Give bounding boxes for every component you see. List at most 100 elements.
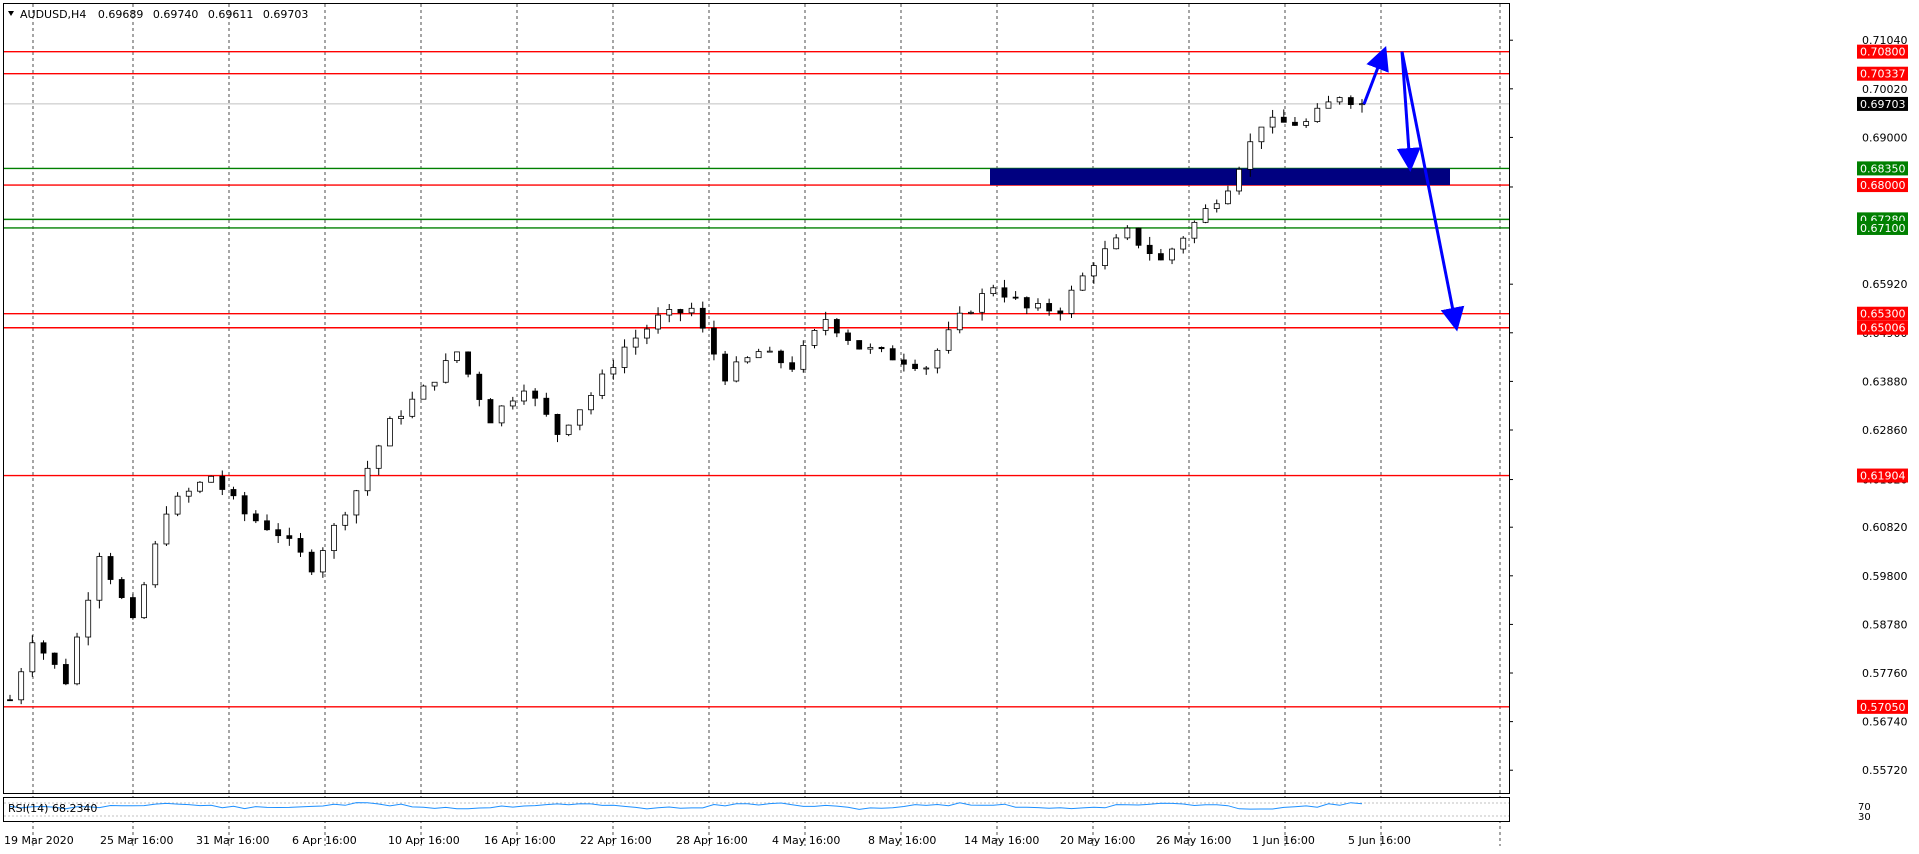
candle-body: [945, 329, 952, 351]
candle-body: [688, 307, 695, 314]
candle-body: [878, 346, 885, 350]
x-tick-label: 26 May 16:00: [1156, 834, 1231, 847]
x-tick-label: 19 Mar 2020: [4, 834, 74, 847]
high-value: 0.69740: [153, 8, 199, 21]
candle-body: [442, 360, 449, 383]
candle-body: [1280, 116, 1287, 123]
candle-body: [1292, 121, 1298, 126]
candle-body: [722, 353, 729, 382]
candle-body: [934, 349, 941, 369]
rsi-label: RSI(14) 68.2340: [8, 802, 97, 815]
rsi-frame: [3, 797, 1510, 822]
candle-body: [1258, 126, 1265, 143]
candle-body: [275, 529, 282, 537]
candle-body: [1113, 237, 1120, 250]
candle-body: [543, 397, 550, 415]
candle-body: [1236, 168, 1242, 192]
candle-body: [409, 398, 416, 417]
open-value: 0.69689: [98, 8, 144, 21]
chart-frame: [3, 3, 1510, 794]
y-tick-label: 0.63880: [1862, 375, 1908, 388]
x-tick-label: 28 Apr 16:00: [676, 834, 748, 847]
price-axis: 0.710400.700200.690000.679600.659200.649…: [1509, 34, 1908, 777]
candle-body: [554, 413, 561, 435]
candle-body: [1191, 221, 1198, 239]
y-tick-label: 0.55720: [1862, 764, 1908, 777]
candle-body: [230, 489, 237, 497]
candle-body: [1303, 121, 1310, 126]
candle-body: [219, 475, 226, 490]
candle-body: [1102, 248, 1108, 266]
candle-body: [1079, 275, 1086, 291]
time-axis: 19 Mar 2020 25 Mar 16:00 31 Mar 16:00 6 Apr…: [4, 834, 1411, 847]
candle-body: [107, 556, 114, 580]
candle-body: [1068, 289, 1075, 314]
candle-body: [979, 293, 985, 313]
candle-body: [1314, 107, 1321, 122]
candle-body: [789, 362, 796, 370]
x-tick-label: 5 Jun 16:00: [1348, 834, 1411, 847]
candle-body: [576, 409, 583, 426]
candle-body: [643, 328, 650, 339]
candle-body: [141, 584, 147, 619]
level-price-tags: 0.708000.703370.683500.680000.672800.671…: [1857, 44, 1908, 714]
rsi-line: [9, 802, 1363, 810]
level-tag-label: 0.68350: [1860, 162, 1906, 175]
candle-body: [197, 481, 203, 492]
candle-body: [1180, 237, 1187, 250]
candle-body: [40, 642, 47, 654]
candle-body: [655, 314, 661, 330]
x-tick-label: 1 Jun 16:00: [1252, 834, 1315, 847]
x-tick-label: 16 Apr 16:00: [484, 834, 556, 847]
x-tick-label: 25 Mar 16:00: [100, 834, 173, 847]
candle-body: [454, 351, 460, 362]
y-tick-label: 0.58780: [1862, 618, 1908, 631]
candle-body: [1035, 303, 1041, 309]
candle-body: [856, 340, 863, 350]
candle-body: [867, 346, 874, 350]
last-price-label: 0.69703: [1860, 98, 1906, 111]
level-tag-label: 0.65006: [1860, 322, 1906, 335]
candle-body: [766, 350, 773, 353]
candle-body: [521, 390, 527, 402]
candle-body: [1046, 303, 1053, 312]
candle-body: [29, 642, 36, 673]
candle-body: [431, 381, 438, 387]
candle-body: [18, 671, 25, 701]
candle-body: [208, 475, 215, 483]
projection-arrow: [1362, 46, 1389, 105]
candle-body: [923, 367, 930, 370]
candle-body: [487, 399, 494, 424]
rsi-tick-30: 30: [1858, 812, 1871, 823]
y-tick-label: 0.62860: [1862, 424, 1908, 437]
collapse-triangle-icon[interactable]: [8, 11, 14, 16]
candle-body: [85, 599, 92, 638]
candle-body: [241, 495, 248, 515]
candle-body: [51, 652, 58, 665]
candle-body: [778, 350, 784, 364]
level-tag: [1857, 220, 1908, 235]
vertical-grid: [4, 4, 1509, 846]
candle-body: [375, 445, 382, 469]
level-tag-label: 0.70800: [1860, 46, 1906, 59]
candle-body: [1213, 203, 1220, 209]
candle-body: [118, 579, 125, 598]
candle-body: [968, 311, 974, 314]
y-tick-label: 0.57760: [1862, 667, 1908, 680]
y-tick-label: 0.65920: [1862, 278, 1908, 291]
candle-body: [1247, 141, 1254, 170]
level-tag: [1857, 468, 1908, 483]
level-tag: [1857, 320, 1908, 335]
candle-body: [331, 524, 337, 552]
support-zone: [990, 168, 1450, 186]
x-tick-label: 22 Apr 16:00: [580, 834, 652, 847]
candlestick-series: [7, 95, 1365, 705]
level-tag-label: 0.65300: [1860, 308, 1906, 321]
candle-body: [1269, 116, 1276, 128]
candle-body: [677, 309, 684, 314]
candle-body: [1347, 97, 1354, 105]
candle-body: [889, 348, 896, 361]
candle-body: [62, 664, 69, 685]
level-tag: [1857, 306, 1908, 321]
